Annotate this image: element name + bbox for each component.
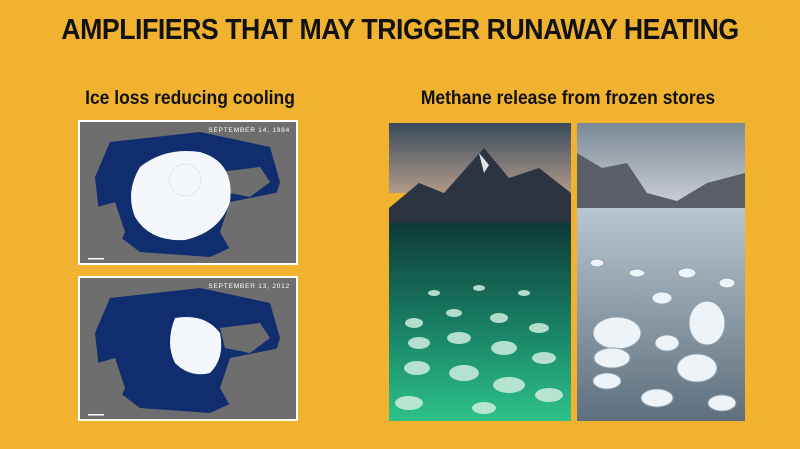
- methane-bubbles-photo-right: [577, 123, 745, 421]
- slide-title: AMPLIFIERS THAT MAY TRIGGER RUNAWAY HEAT…: [61, 14, 739, 46]
- sea-ice-map-1984: SEPTEMBER 14, 1984: [78, 120, 298, 265]
- map-date-1984: SEPTEMBER 14, 1984: [208, 127, 290, 134]
- ice-loss-heading: Ice loss reducing cooling: [85, 88, 295, 109]
- methane-heading: Methane release from frozen stores: [420, 88, 716, 109]
- map-date-2012: SEPTEMBER 13, 2012: [208, 283, 290, 290]
- methane-bubbles-photo-left: [389, 123, 571, 421]
- sea-ice-map-2012: SEPTEMBER 13, 2012: [78, 276, 298, 421]
